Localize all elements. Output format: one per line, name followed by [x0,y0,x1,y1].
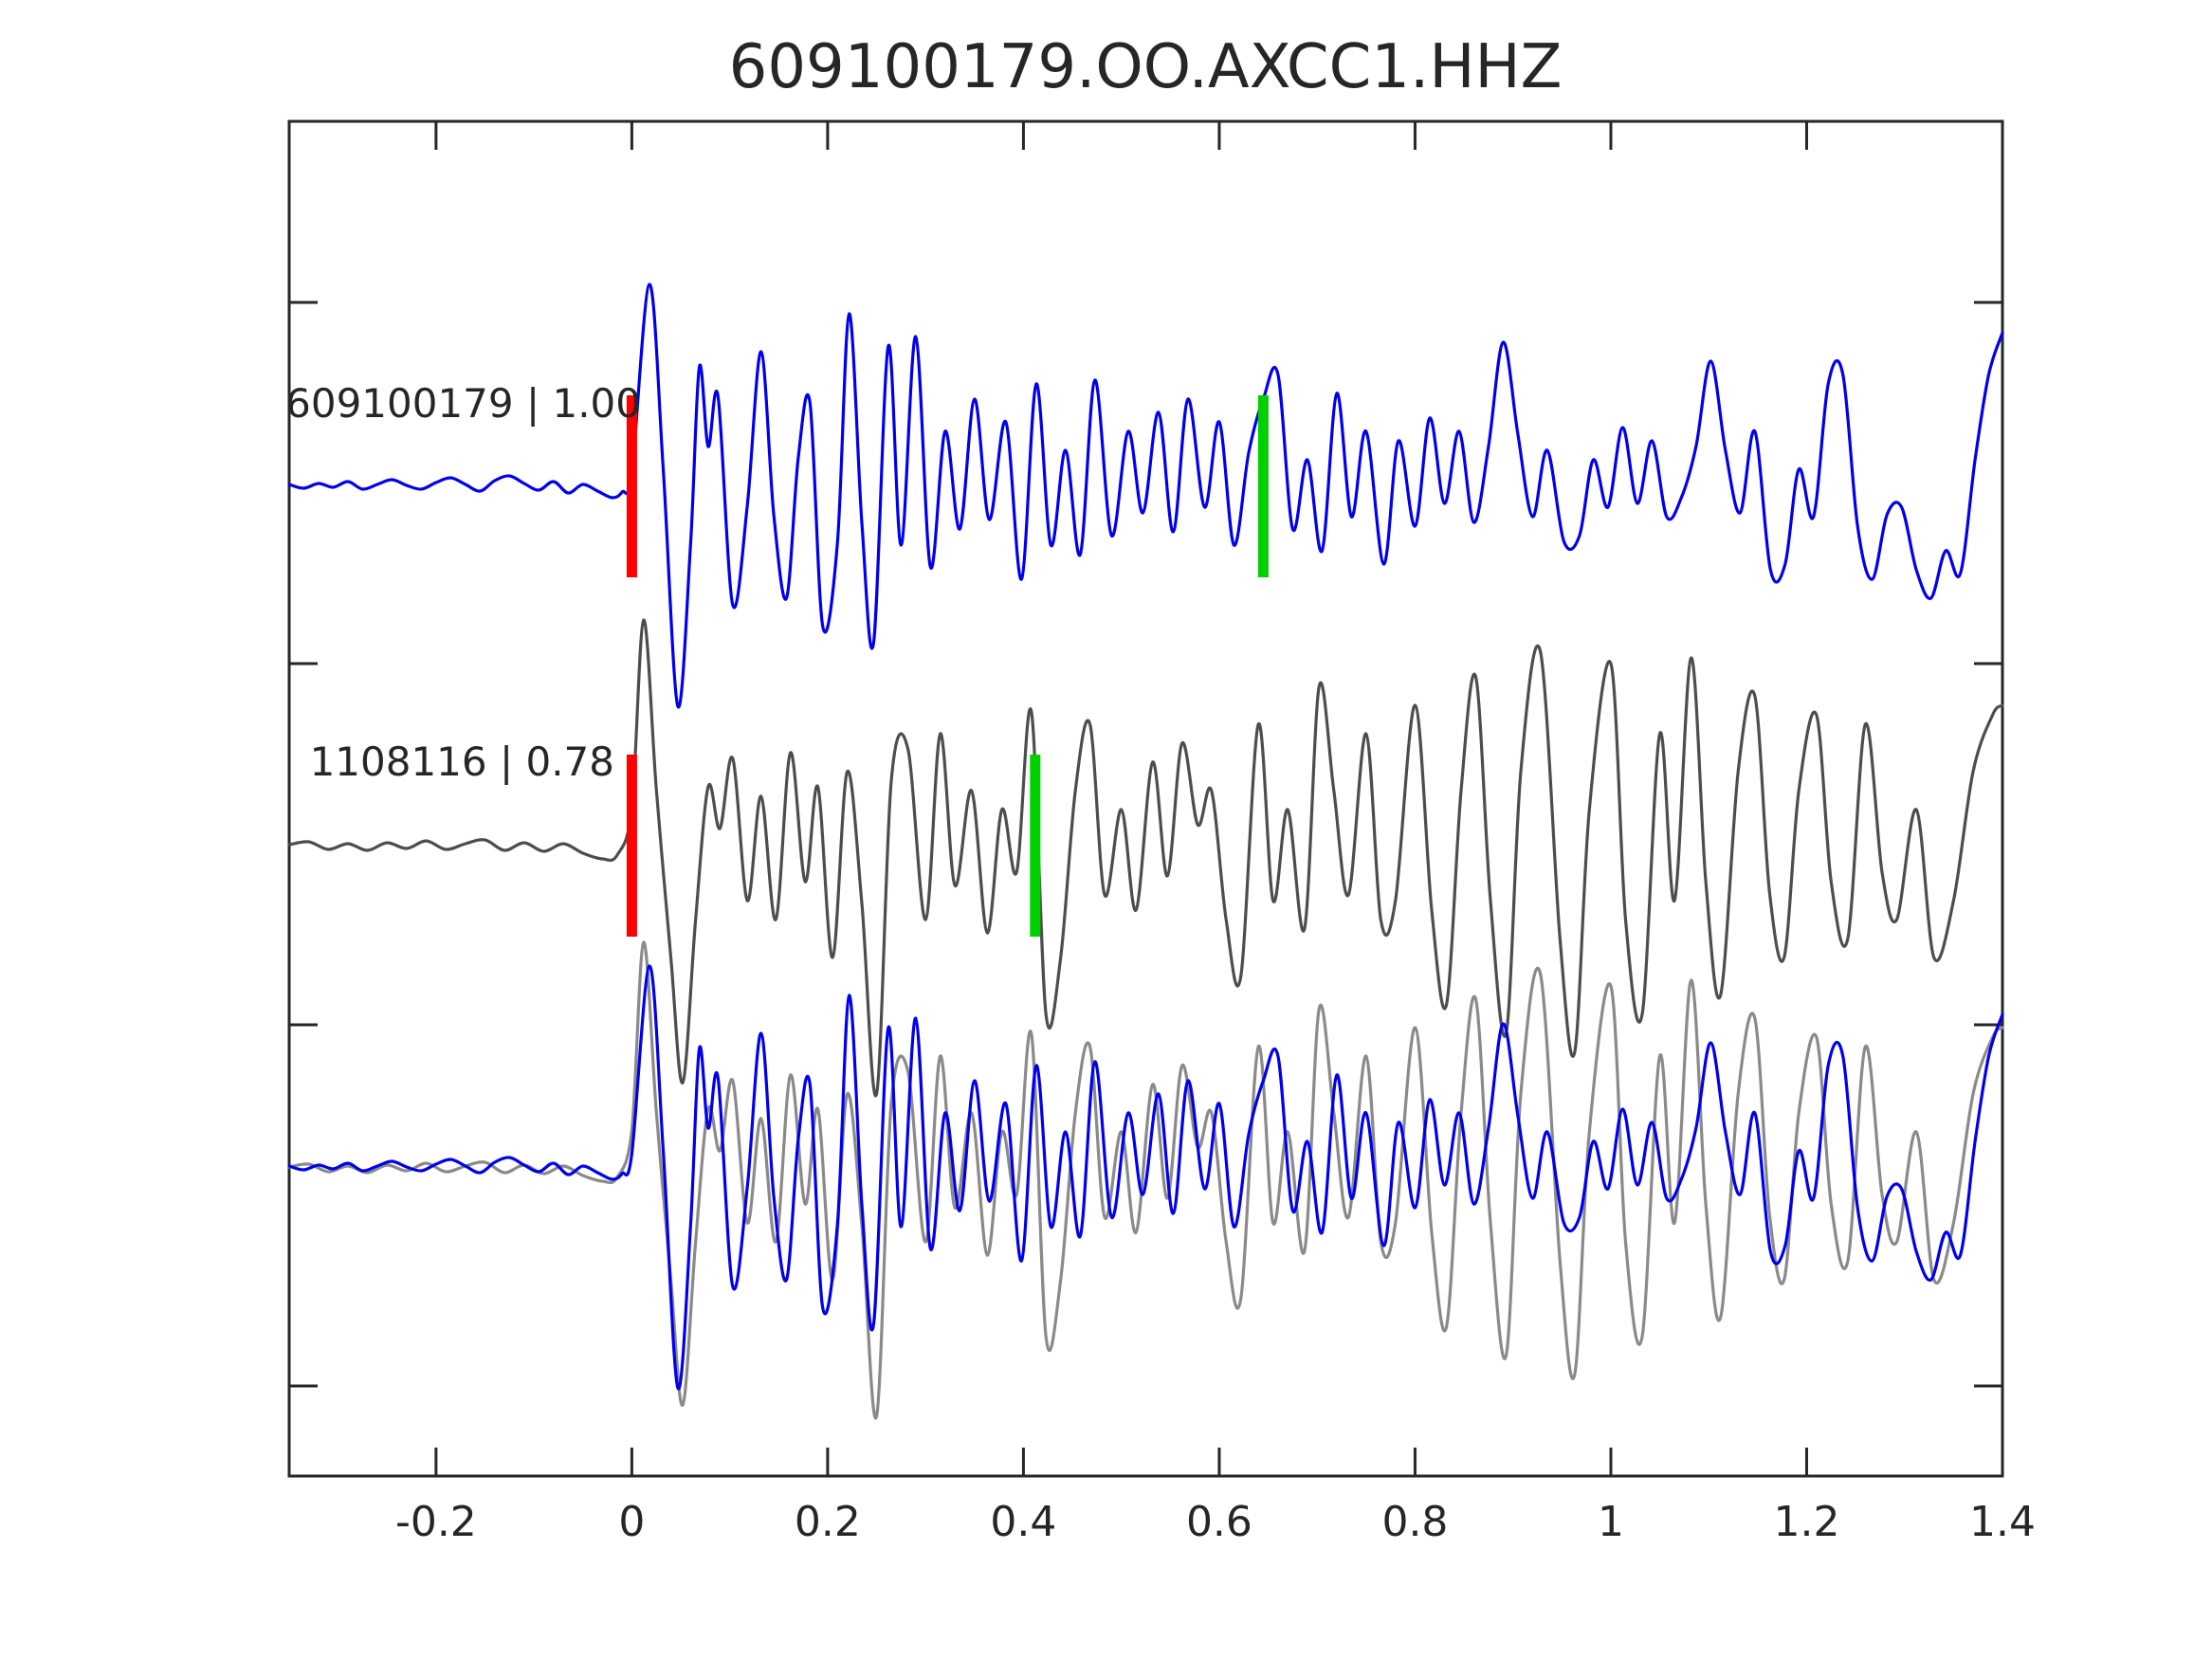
x-tick-label: -0.2 [395,1498,477,1546]
pick-green-marker-row1 [1257,395,1269,577]
x-tick-label: 1.4 [1969,1498,2036,1546]
trace-label-middle: 1108116 | 0.78 [310,738,614,785]
x-tick-label: 0 [618,1498,645,1546]
waveform-trace-blue-row1 [287,283,2004,709]
waveform-trace-gray-row2 [287,618,2004,1098]
plot-title: 609100179.OO.AXCC1.HHZ [729,32,1563,102]
plot-frame [287,119,2004,1478]
x-tick-label: 0.2 [795,1498,861,1546]
pick-markers [626,395,1269,937]
x-tick-label: 0.8 [1381,1498,1448,1546]
x-tick-label: 1 [1598,1498,1624,1546]
waveform-trace-blue-row3 [287,964,2004,1391]
axes [287,119,2004,1478]
pick-red-marker-row1 [626,395,637,577]
pick-green-marker-row2 [1030,755,1041,937]
waveform-traces [287,283,2004,1420]
pick-red-marker-row2 [626,755,637,937]
x-tick-label: 1.2 [1773,1498,1839,1546]
x-axis-labels: -0.2 0 0.2 0.4 0.6 0.8 1 1.2 1.4 [395,1498,2036,1546]
x-tick-label: 0.4 [990,1498,1056,1546]
trace-label-top: 609100179 | 1.00 [285,380,641,427]
x-tick-label: 0.6 [1186,1498,1252,1546]
waveform-trace-gray-row3 [287,940,2004,1420]
